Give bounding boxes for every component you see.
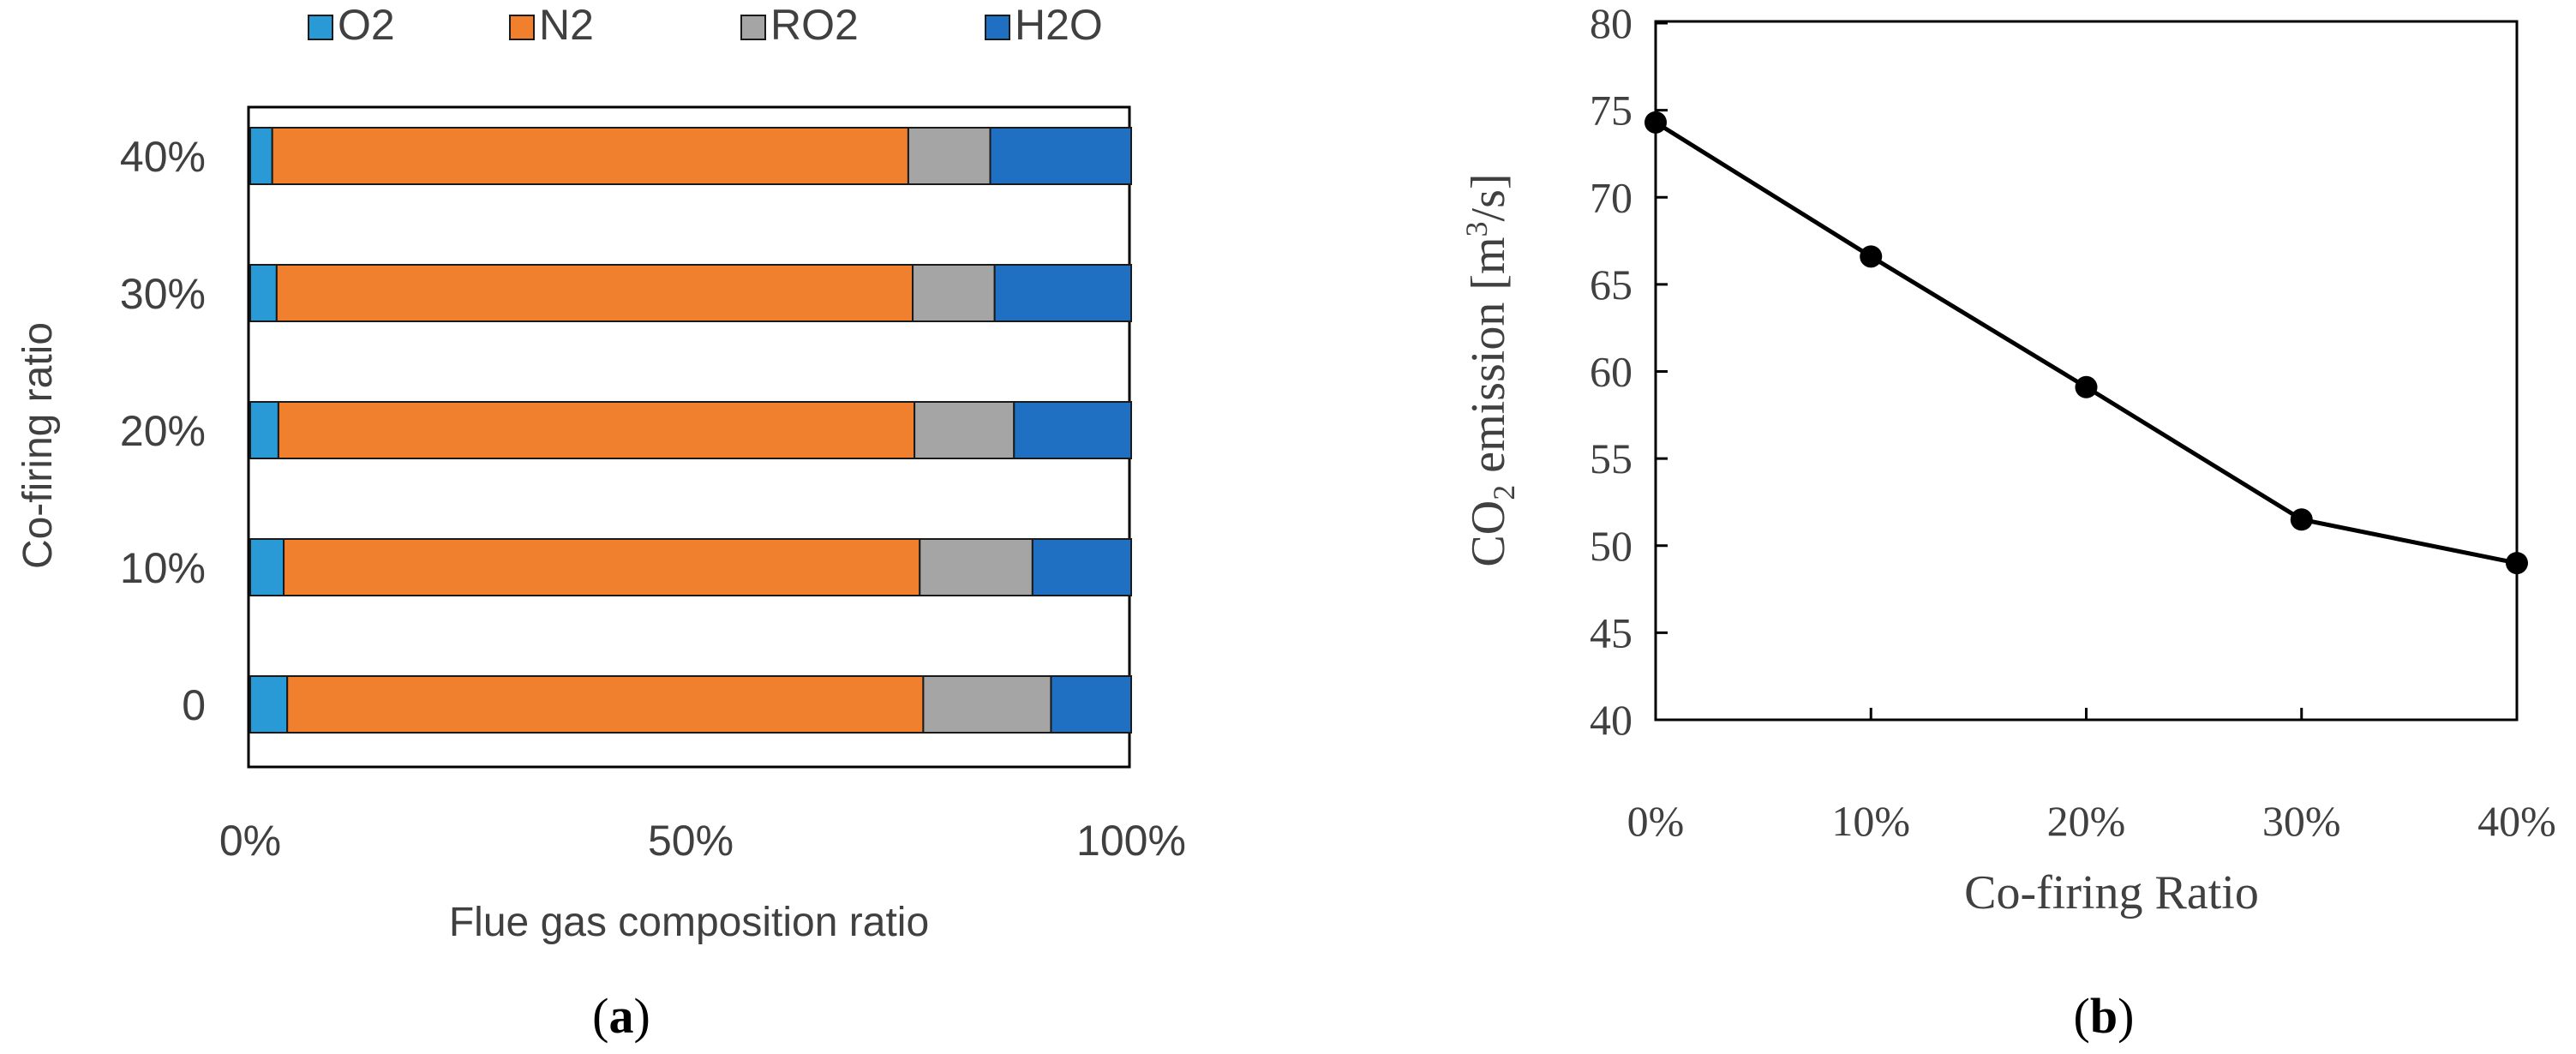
x-tick-label-40: 40% — [2477, 797, 2556, 845]
y-tick-label-50: 50 — [1590, 522, 1632, 570]
y-category-label-0: 0 — [182, 681, 206, 729]
bar-segment-h2o-10 — [1031, 538, 1133, 596]
y-tick-label-60: 60 — [1590, 348, 1632, 396]
legend-label-ro2: RO2 — [770, 1, 859, 49]
x-tick-label-10: 10% — [1831, 797, 1910, 845]
series-line-co2-emission — [1654, 120, 2518, 566]
x-tick-label-50: 50% — [648, 817, 734, 865]
x-axis-title-a: Flue gas composition ratio — [449, 900, 929, 945]
legend-label-h2o: H2O — [1015, 1, 1103, 49]
data-point-20 — [2075, 375, 2098, 398]
bar-segment-ro2-20 — [914, 401, 1015, 459]
panel-a-caption: (a) — [592, 988, 650, 1044]
ylabel-emission: emission [m — [1462, 237, 1515, 484]
x-tick-label-20: 20% — [2047, 797, 2126, 845]
bar-segment-o2-30 — [249, 264, 278, 322]
plot-area-frame-b — [1654, 20, 2519, 722]
bar-segment-ro2-0 — [922, 675, 1052, 734]
data-points — [1644, 111, 2528, 575]
y-tick-label-40: 40 — [1590, 696, 1632, 744]
y-category-label-10: 10% — [120, 544, 206, 592]
x-tick-label-0: 0% — [1627, 797, 1685, 845]
y-tick-label-65: 65 — [1590, 261, 1632, 308]
caption-b-letter: b — [2090, 988, 2118, 1044]
legend: O2 N2 RO2 H2O — [308, 1, 1103, 49]
data-point-40 — [2506, 552, 2528, 575]
caption-a-letter: a — [609, 988, 634, 1044]
legend-swatch-o2 — [308, 15, 333, 40]
ylabel-co: CO — [1462, 500, 1515, 567]
caption-a-open-paren: ( — [592, 988, 608, 1044]
bar-segment-n2-0 — [286, 675, 925, 734]
bar-segment-o2-10 — [249, 538, 285, 596]
bar-segment-h2o-0 — [1050, 675, 1133, 734]
bar-segment-o2-40 — [249, 127, 273, 185]
legend-label-n2: N2 — [539, 1, 594, 49]
legend-swatch-h2o — [985, 15, 1010, 40]
bar-segment-n2-20 — [277, 401, 916, 459]
bar-segment-ro2-10 — [919, 538, 1033, 596]
bar-segment-o2-20 — [249, 401, 279, 459]
ylabel-superscript-3: 3 — [1459, 221, 1494, 237]
x-tick-label-0: 0% — [219, 817, 281, 865]
bar-segment-n2-10 — [283, 538, 921, 596]
y-tick-label-80: 80 — [1590, 0, 1632, 47]
y-category-labels: 40% 30% 20% 10% 0 — [120, 133, 206, 729]
bar-segment-h2o-30 — [993, 264, 1133, 322]
bar-segment-n2-30 — [275, 264, 914, 322]
y-category-label-30: 30% — [120, 270, 206, 318]
legend-swatch-ro2 — [740, 15, 766, 40]
data-point-0 — [1644, 111, 1667, 134]
x-tick-label-30: 30% — [2262, 797, 2341, 845]
y-tick-label-70: 70 — [1590, 173, 1632, 221]
bar-group — [249, 127, 1133, 734]
x-axis-title-b: Co-firing Ratio — [1964, 866, 2259, 919]
bar-segment-n2-40 — [271, 127, 909, 185]
data-point-30 — [2290, 508, 2313, 531]
y-tick-label-55: 55 — [1590, 434, 1632, 482]
bar-segment-ro2-30 — [912, 264, 996, 322]
panel-b-caption: (b) — [2074, 988, 2135, 1044]
bar-segment-ro2-40 — [907, 127, 991, 185]
panel-a-stacked-bar-chart: O2 N2 RO2 H2O 40% 30% 20% 10% 0 0% 50% 100% Flue … — [15, 1, 1186, 1044]
caption-a-close-paren: ) — [634, 988, 650, 1044]
x-tick-label-100: 100% — [1076, 817, 1186, 865]
x-tick-labels: 0% 50% 100% — [219, 817, 1186, 865]
ylabel-subscript-2: 2 — [1487, 485, 1521, 500]
x-tick-labels: 0% 10% 20% 30% 40% — [1627, 708, 2556, 845]
y-tick-label-75: 75 — [1590, 87, 1632, 135]
y-tick-label-45: 45 — [1590, 608, 1632, 656]
caption-b-close-paren: ) — [2118, 988, 2134, 1044]
bar-segment-h2o-40 — [989, 127, 1133, 185]
caption-b-open-paren: ( — [2074, 988, 2090, 1044]
y-axis-title-b: CO2 emission [m3/s] — [1459, 173, 1521, 566]
bar-segment-h2o-20 — [1013, 401, 1132, 459]
panel-b-line-chart: 40 45 50 55 60 65 70 75 80 0% 10% 20% 30% 40% Co-fir… — [1459, 0, 2556, 1044]
y-tick-labels: 40 45 50 55 60 65 70 75 80 — [1590, 0, 1668, 744]
legend-swatch-n2 — [509, 15, 535, 40]
data-point-10 — [1860, 245, 1883, 268]
ylabel-unit-close: /s] — [1462, 173, 1515, 221]
bar-segment-o2-0 — [249, 675, 289, 734]
y-axis-title-a: Co-firing ratio — [15, 322, 61, 569]
y-category-label-40: 40% — [120, 133, 206, 181]
y-category-label-20: 20% — [120, 407, 206, 455]
legend-label-o2: O2 — [338, 1, 395, 49]
